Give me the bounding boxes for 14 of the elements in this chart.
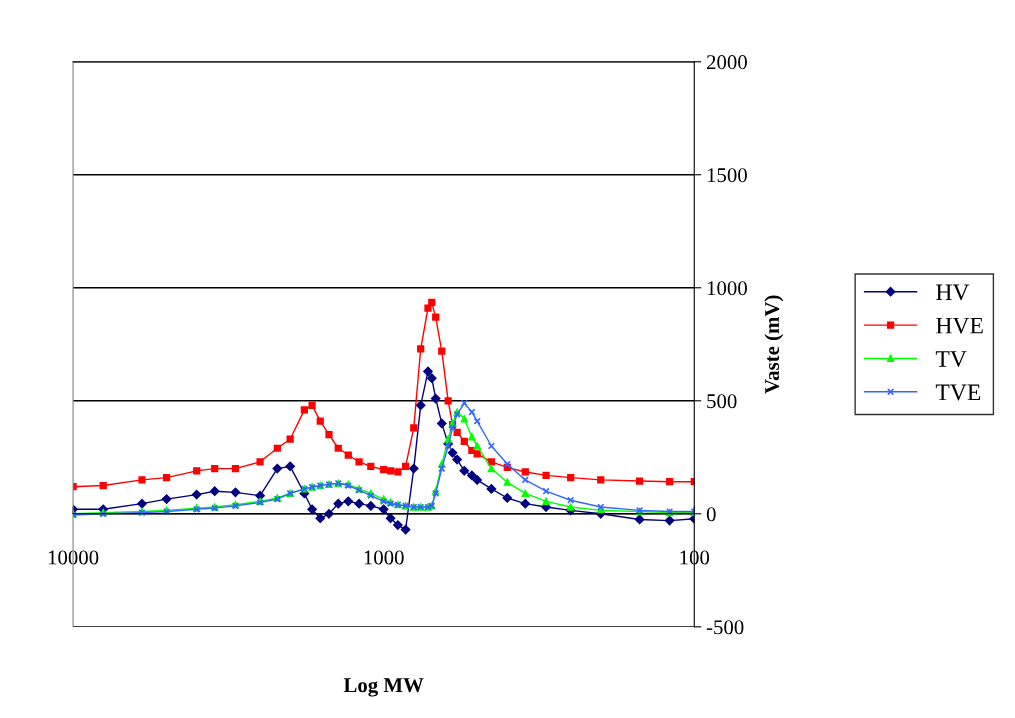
y-tick-label: 1500 [707, 168, 747, 183]
y-tick-label: 2000 [706, 55, 747, 70]
x-tick-label: 1000 [364, 550, 404, 565]
y-tick-label: 0 [706, 507, 716, 522]
legend-label: HV [936, 284, 970, 301]
legend-label: TVE [935, 384, 981, 401]
y-tick-label: -500 [706, 620, 744, 635]
y-tick-label: 1000 [707, 281, 747, 296]
x-tick-label: 10000 [48, 550, 99, 565]
y-tick-label: 500 [707, 394, 737, 409]
legend-label: TV [935, 351, 967, 368]
y-axis-title: Vaste (mV) [764, 295, 784, 394]
x-axis-title: Log MW [343, 678, 424, 697]
legend-label: HVE [936, 317, 983, 334]
